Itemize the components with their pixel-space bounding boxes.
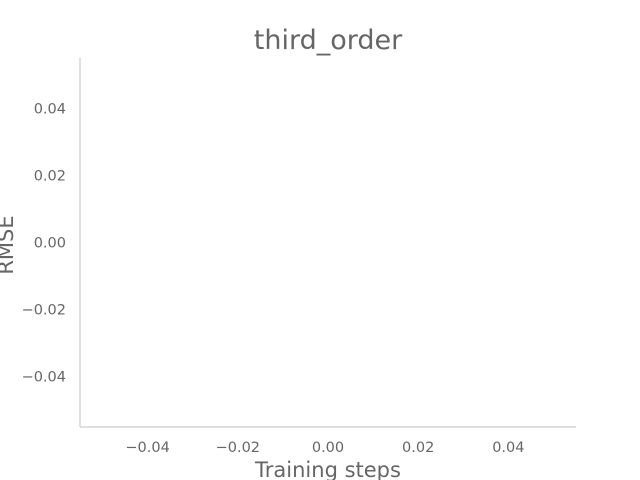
x-axis-label: Training steps (254, 458, 401, 480)
x-tick-label: 0.02 (402, 440, 434, 456)
x-tick-label: −0.04 (125, 440, 169, 456)
y-tick-label: 0.00 (34, 236, 66, 252)
y-tick-label: 0.02 (34, 168, 66, 184)
y-tick-labels: −0.04 −0.02 0.00 0.02 0.04 (22, 101, 66, 385)
y-tick-label: 0.04 (34, 101, 66, 117)
x-tick-labels: −0.04 −0.02 0.00 0.02 0.04 (125, 440, 524, 456)
x-tick-label: 0.04 (492, 440, 524, 456)
y-tick-label: −0.02 (22, 303, 66, 319)
x-tick-label: 0.00 (312, 440, 344, 456)
y-tick-label: −0.04 (22, 370, 66, 386)
x-tick-label: −0.02 (216, 440, 260, 456)
chart-title: third_order (254, 25, 403, 56)
y-axis-label: RMSE (0, 215, 18, 274)
plot-area (79, 58, 576, 428)
